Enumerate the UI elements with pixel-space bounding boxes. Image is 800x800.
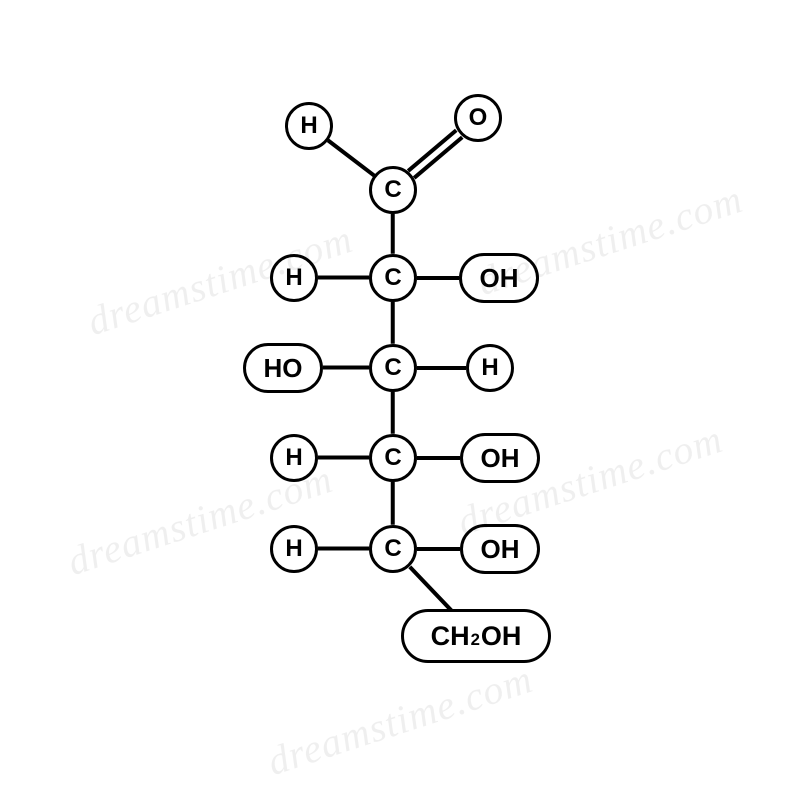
atom-h5: H [270, 525, 318, 573]
atom-oh2: OH [459, 253, 539, 303]
bond-line [391, 302, 395, 344]
bond-line [408, 565, 453, 612]
atom-h2: H [270, 254, 318, 302]
bond-line [417, 276, 459, 280]
atom-c4: C [369, 434, 417, 482]
bond-line [391, 214, 395, 254]
atom-c5: C [369, 525, 417, 573]
atom-o_top: O [454, 94, 502, 142]
bond-line [407, 129, 458, 173]
atom-c2: C [369, 254, 417, 302]
bond-line [417, 366, 466, 370]
atom-ho3: HO [243, 343, 323, 393]
atom-oh4: OH [460, 433, 540, 483]
atom-oh5: OH [460, 524, 540, 574]
bond-line [327, 139, 375, 177]
bond-line [391, 482, 395, 525]
bond-line [417, 547, 460, 551]
atom-c3: C [369, 344, 417, 392]
molecule-diagram: HOCHCOHHOCHHCOHHCOHCH2OHdreamstime.comdr… [0, 0, 800, 800]
atom-h4: H [270, 434, 318, 482]
bond-line [417, 456, 460, 460]
bond-line [323, 366, 369, 370]
atom-c1: C [369, 166, 417, 214]
bond-line [391, 392, 395, 434]
atom-h_top: H [285, 102, 333, 150]
atom-ch2oh: CH2OH [401, 609, 551, 663]
atom-h3: H [466, 344, 514, 392]
bond-line [318, 456, 369, 460]
bond-line [318, 547, 369, 551]
bond-line [318, 276, 369, 280]
watermark-text: dreamstime.com [262, 655, 539, 785]
